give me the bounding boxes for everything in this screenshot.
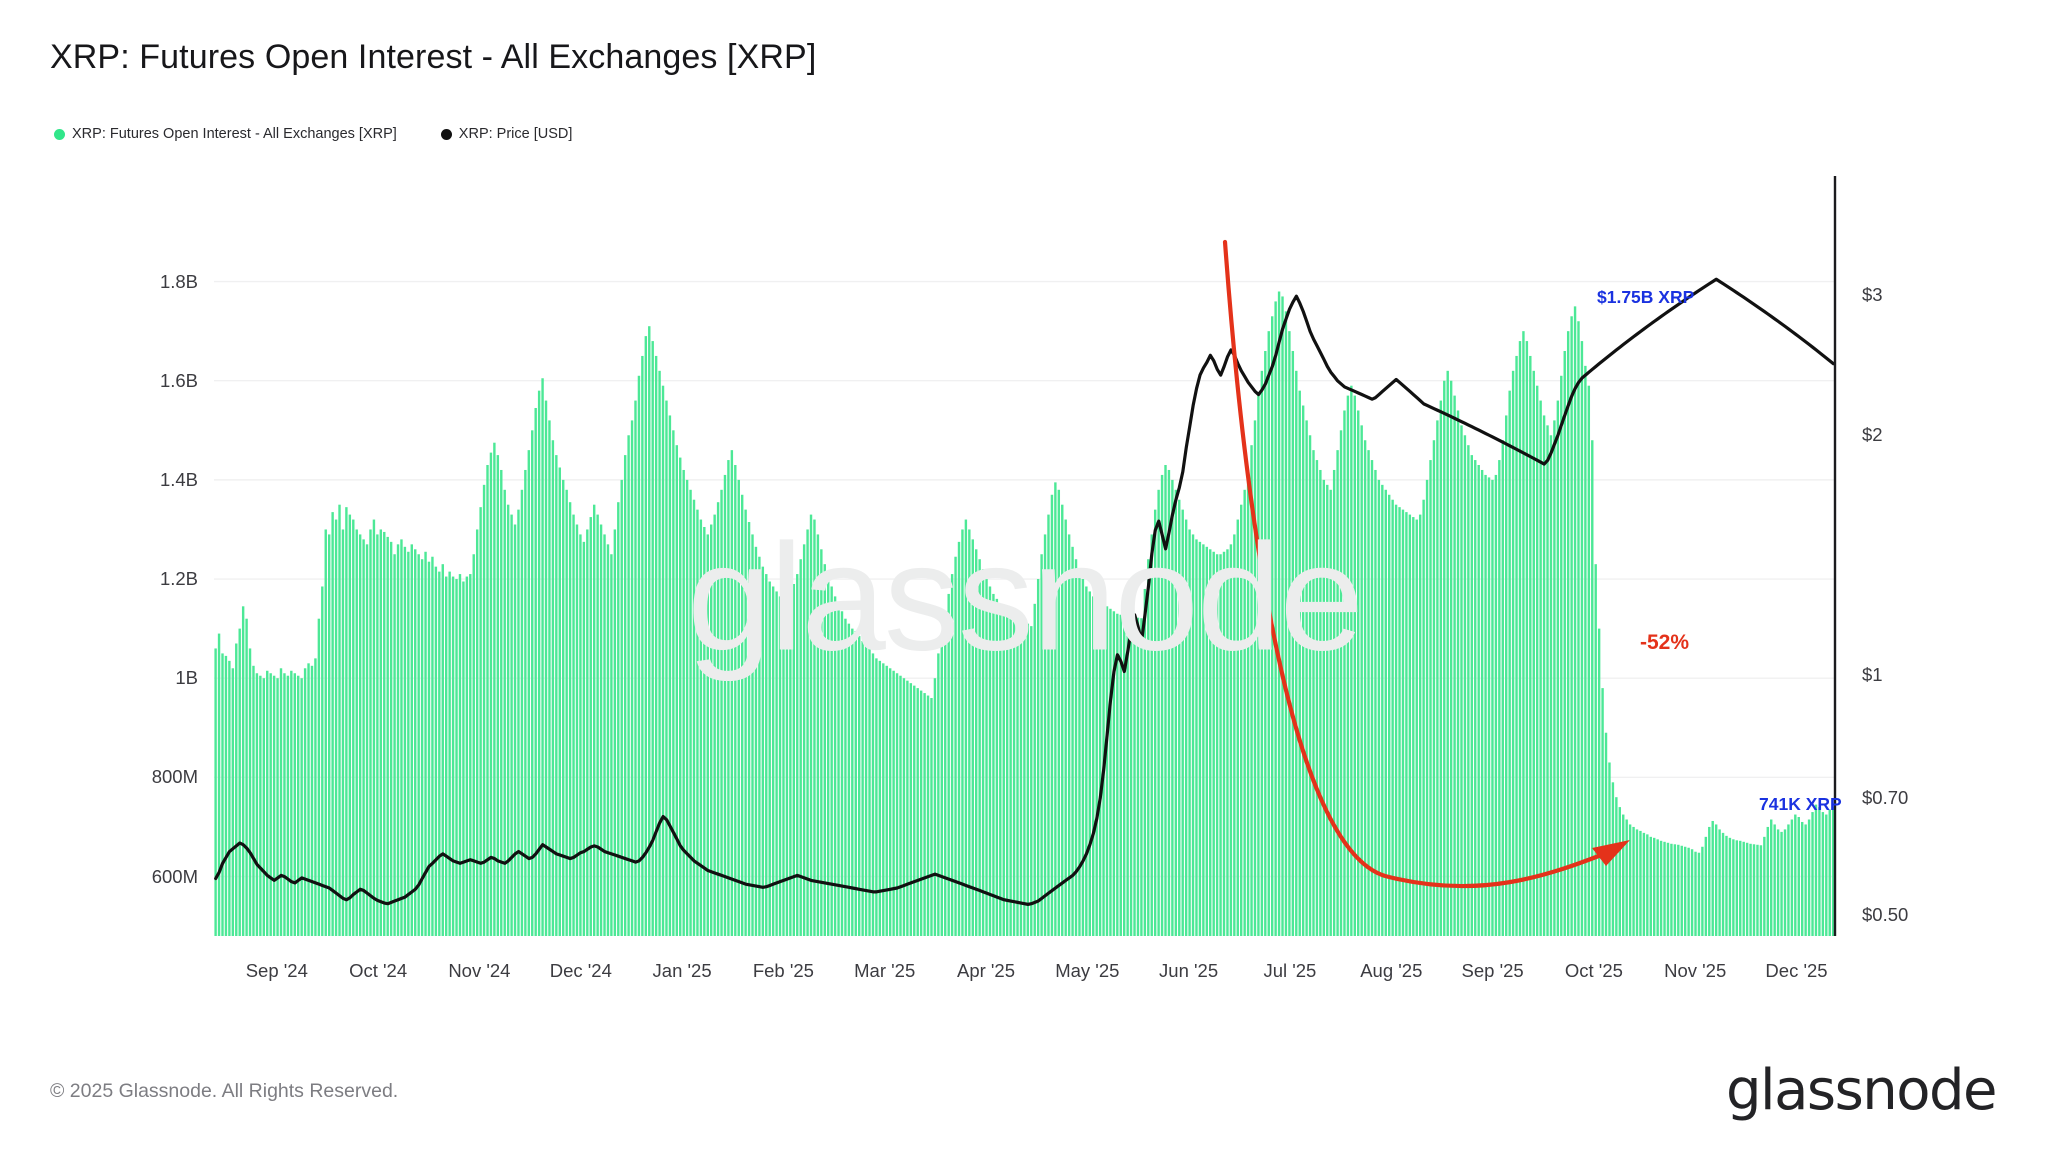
legend-label-price: XRP: Price [USD] — [458, 126, 573, 142]
x-axis-tick: Oct '25 — [1564, 960, 1623, 981]
y-axis-right-tick: $0.50 — [1862, 903, 1909, 925]
y-axis-right-tick: $2 — [1862, 424, 1883, 446]
y-axis-left-tick: 800M — [151, 766, 198, 788]
page-title: XRP: Futures Open Interest - All Exchang… — [50, 38, 817, 76]
x-axis-tick: Aug '25 — [1360, 960, 1423, 981]
x-axis-tick: Apr '25 — [956, 960, 1016, 981]
x-axis-tick: Nov '24 — [448, 960, 511, 981]
y-axis-left-tick: 600M — [151, 865, 198, 887]
y-axis-right-tick: $1 — [1862, 663, 1883, 685]
x-axis-tick: Jul '25 — [1263, 960, 1317, 981]
x-axis-tick: Dec '24 — [549, 960, 612, 981]
annotation-percent-change: -52% — [1640, 631, 1690, 654]
chart-legend: XRP: Futures Open Interest - All Exchang… — [54, 126, 572, 142]
y-axis-left-tick: 1.8B — [159, 270, 198, 292]
y-axis-left-tick: 1B — [175, 667, 198, 689]
x-axis-tick: Mar '25 — [854, 960, 916, 981]
legend-item-open-interest[interactable]: XRP: Futures Open Interest - All Exchang… — [54, 126, 397, 142]
x-axis-tick: Dec '25 — [1765, 960, 1828, 981]
y-axis-right-tick: $0.70 — [1862, 787, 1909, 809]
x-axis-tick: Sep '24 — [245, 960, 308, 981]
y-axis-right: $3 $2 $1 $0.70 $0.50 — [1862, 232, 2012, 936]
x-axis-tick: Oct '24 — [349, 960, 408, 981]
legend-item-price[interactable]: XRP: Price [USD] — [440, 126, 573, 142]
x-axis-tick: Nov '25 — [1664, 960, 1727, 981]
x-axis-tick: Jan '25 — [652, 960, 712, 981]
y-axis-left-tick: 1.2B — [159, 568, 198, 590]
glassnode-watermark: glassnode — [687, 512, 1364, 683]
x-axis-tick: May '25 — [1055, 960, 1120, 981]
chart-canvas — [214, 176, 1837, 936]
legend-marker-dot-price — [440, 128, 452, 140]
x-axis-tick: Feb '25 — [752, 960, 814, 981]
plot-area[interactable]: glassnode — [214, 176, 1837, 936]
glassnode-logo: glassnode — [1725, 1058, 1998, 1123]
y-axis-left-tick: 1.6B — [159, 369, 198, 391]
x-axis-tick: Jun '25 — [1159, 960, 1219, 981]
x-axis-tick: Sep '25 — [1461, 960, 1524, 981]
line-series-price — [214, 277, 1835, 906]
copyright-text: © 2025 Glassnode. All Rights Reserved. — [50, 1080, 399, 1102]
annotation-current-value: 741K XRP — [1759, 794, 1842, 814]
legend-label-open-interest: XRP: Futures Open Interest - All Exchang… — [72, 126, 397, 142]
annotation-peak-value: $1.75B XRP — [1597, 287, 1695, 307]
bar-series-open-interest — [214, 291, 1835, 936]
y-axis-right-tick: $3 — [1862, 284, 1883, 306]
x-axis: Sep '24 Oct '24 Nov '24 Dec '24 Jan '25 Feb '… — [214, 960, 1835, 994]
annotation-arrows — [1222, 239, 1630, 889]
legend-marker-dot-open-interest — [54, 128, 65, 140]
y-axis-left: 1.8B 1.6B 1.4B 1.2B 1B 800M 600M — [60, 232, 198, 936]
y-axis-left-tick: 1.4B — [159, 468, 198, 490]
